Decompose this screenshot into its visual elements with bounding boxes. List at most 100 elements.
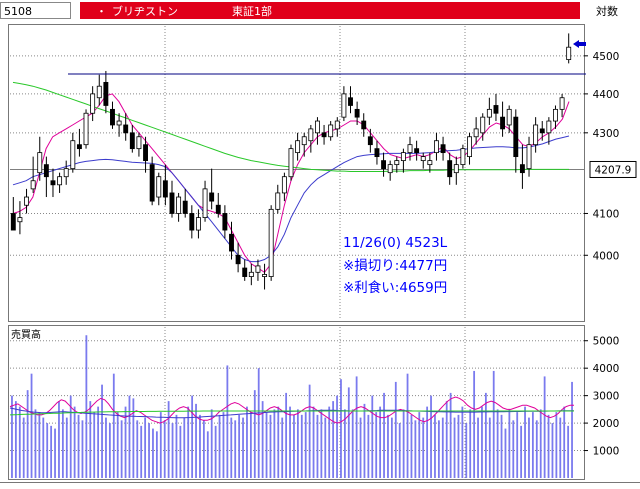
last-value-box: [589, 160, 637, 178]
candle: [486, 97, 492, 125]
candle: [24, 188, 29, 214]
candle: [195, 209, 201, 239]
volume-bar: [167, 401, 170, 478]
candle-body: [467, 136, 472, 158]
volume-bar: [34, 409, 37, 478]
candle: [103, 70, 109, 114]
volume-bar: [242, 417, 244, 478]
candle: [453, 156, 459, 185]
candle-body: [546, 120, 552, 134]
market-name: 東証1部: [232, 4, 272, 18]
volume-bar: [571, 381, 573, 478]
candle-body: [83, 112, 89, 146]
volume-bar: [500, 414, 503, 478]
volume-bar: [128, 395, 131, 478]
candle-body: [420, 156, 426, 162]
volume-bar: [277, 406, 280, 478]
title-bullet: ・: [96, 5, 107, 18]
candle-body: [367, 136, 373, 146]
candle: [334, 117, 340, 137]
candle-body: [248, 271, 254, 277]
candle-body: [149, 164, 155, 202]
candle-body: [10, 213, 16, 231]
volume-bar: [316, 414, 319, 478]
candle-body: [394, 160, 400, 166]
company-name: ブリヂストン: [112, 4, 178, 18]
candle-body: [169, 192, 175, 214]
volume-tick-label: 2000: [593, 418, 620, 430]
volume-tick-label: 1000: [593, 446, 620, 458]
candle: [222, 205, 228, 239]
candle: [262, 263, 268, 290]
price-axis: 4500 4400 4300 4100 4000: [584, 51, 619, 262]
volume-bar: [426, 406, 429, 478]
volume-bar: [152, 428, 154, 478]
candle-body: [262, 274, 268, 277]
volume-tick-label: 4000: [593, 363, 620, 375]
volume-bar: [191, 395, 194, 478]
volume-tick-label: 3000: [593, 391, 620, 403]
volume-bar: [453, 417, 456, 478]
candle: [348, 86, 353, 114]
volume-axis: 5000 4000 3000 2000 1000: [584, 336, 619, 458]
candle-body: [506, 108, 512, 126]
candle: [169, 180, 175, 218]
candle: [301, 132, 307, 157]
price-tick-label: 4400: [593, 89, 620, 101]
volume-bar: [394, 381, 397, 478]
candle-body: [202, 188, 208, 219]
volume-bar: [273, 409, 276, 478]
volume-bar: [195, 403, 197, 478]
volume-bar: [249, 412, 252, 478]
volume-bar: [390, 417, 393, 478]
volume-bar: [383, 392, 385, 478]
candle-body: [229, 233, 234, 252]
candle: [156, 172, 162, 206]
volume-bar: [473, 370, 476, 478]
candle: [123, 113, 129, 141]
candle: [328, 121, 334, 141]
volume-bar: [324, 417, 327, 478]
candle: [255, 259, 261, 281]
volume-bar: [265, 412, 268, 478]
candle: [427, 152, 433, 173]
volume-bar: [18, 406, 21, 478]
volume-bar: [351, 409, 354, 478]
volume-bar: [312, 406, 315, 478]
volume-bar: [257, 368, 260, 478]
candle-body: [334, 120, 340, 130]
candle-body: [30, 180, 36, 190]
price-tick-label: 4100: [593, 208, 620, 220]
volume-bar: [516, 412, 519, 478]
candle-body: [123, 124, 129, 134]
volume-bar: [65, 417, 68, 478]
volume-bar: [108, 423, 111, 478]
volume-bar: [246, 406, 248, 478]
candle-body: [566, 46, 572, 61]
candle-body: [526, 144, 532, 170]
candle-body: [24, 196, 29, 206]
volume-bar: [320, 409, 323, 478]
volume-bar: [183, 417, 186, 478]
volume-bar: [132, 398, 135, 478]
candle-body: [222, 213, 228, 231]
volume-bar: [77, 414, 80, 478]
candle-body: [533, 124, 539, 146]
candle: [308, 124, 314, 153]
volume-bar: [551, 423, 554, 478]
candle-body: [209, 192, 215, 202]
candle: [434, 132, 439, 161]
volume-bar: [218, 414, 221, 478]
volume-bar: [293, 414, 295, 478]
candle-body: [215, 204, 221, 214]
candle: [10, 197, 16, 231]
scale-toggle[interactable]: 対数: [596, 4, 618, 18]
candle: [381, 152, 387, 177]
volume-bar: [105, 417, 107, 478]
candle: [162, 164, 168, 206]
volume-bar: [116, 412, 119, 478]
volume-bar: [22, 417, 25, 478]
candle-body: [195, 217, 201, 231]
volume-bar: [531, 412, 534, 478]
